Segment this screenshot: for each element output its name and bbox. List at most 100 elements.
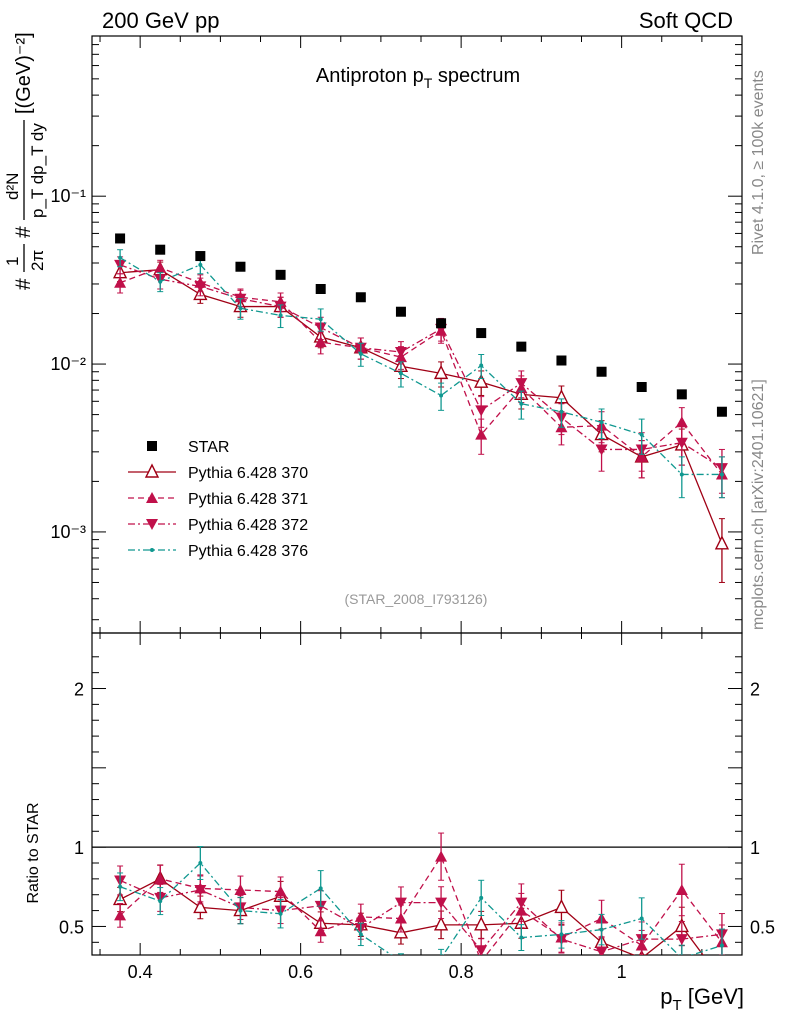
x-axis-label-sub: T — [672, 997, 681, 1014]
series-4-point — [158, 279, 163, 284]
ratio-y-axis-label: Ratio to STAR — [25, 802, 42, 903]
chart-title: Antiproton pT spectrum — [316, 65, 520, 91]
legend-label: Pythia 6.428 376 — [188, 543, 308, 560]
series-2-ratio-point — [274, 885, 287, 897]
series-0-point — [436, 318, 447, 329]
series-1-ratio-point — [193, 898, 208, 914]
series-0-point — [195, 251, 206, 262]
header-left-label: 200 GeV pp — [102, 8, 220, 33]
series-4-ratio-point — [599, 927, 604, 932]
series-4-point — [719, 472, 724, 477]
series-4-point — [679, 472, 684, 477]
chart-title-main: Antiproton p — [316, 65, 424, 87]
series-4-ratio-point — [519, 935, 524, 940]
series-4-ratio-point — [680, 956, 684, 960]
ratio-y-tick-label: 0.5 — [59, 917, 84, 937]
ratio-y-tick-label: 1 — [74, 838, 84, 858]
series-4-point — [479, 363, 484, 368]
series-0-point — [115, 233, 126, 244]
series-0-point — [155, 244, 166, 255]
series-0-point — [315, 283, 326, 294]
series-4-point — [519, 401, 524, 406]
header-right-label: Soft QCD — [638, 8, 733, 33]
series-1-point — [474, 373, 489, 388]
series-3-line — [119, 264, 723, 469]
chart-title-sub: T — [424, 75, 433, 91]
series-4-ratio-point — [559, 932, 564, 937]
series-4-ratio-point — [719, 943, 724, 948]
series-4-point — [358, 351, 363, 356]
series-2-point — [114, 276, 127, 288]
series-3-ratio-point — [675, 934, 688, 946]
y-axis-label-units: [(GeV)⁻²] — [13, 32, 35, 114]
ratio-y-tick-label-right: 1 — [750, 838, 760, 858]
series-1-ratio-line — [119, 878, 704, 955]
series-4-point — [198, 262, 203, 267]
series-3-point — [475, 405, 488, 417]
series-0-point — [395, 306, 406, 317]
series-4-point — [118, 255, 123, 260]
series-2-line — [119, 267, 723, 475]
legend-marker — [150, 548, 154, 552]
series-4-ratio-point — [439, 956, 443, 960]
series-2-ratio-line — [119, 855, 723, 955]
series-3-point — [515, 378, 528, 390]
series-2-point — [154, 261, 167, 273]
series-0-point — [716, 406, 727, 417]
ratio-y-tick-label-right: 2 — [750, 680, 760, 700]
series-4-point — [318, 317, 323, 322]
y-tick-label: 10⁻² — [50, 354, 86, 374]
ratio-plot-frame — [91, 632, 743, 956]
series-2-point — [314, 336, 327, 348]
series-4-line — [119, 257, 722, 476]
series-4-ratio-point — [399, 959, 403, 963]
y-axis-label-frac2-den: p_T dp_T dy — [28, 123, 47, 218]
axes-frames: 0.4 0.6 0.8 1 10⁻³ 10⁻² 10⁻¹ 0.5 0.5 1 1 2 2 — [50, 35, 775, 982]
legend-label: Pythia 6.428 371 — [188, 491, 308, 508]
series-4-ratio-point — [158, 899, 163, 904]
series-0-point — [676, 389, 687, 400]
series-2-ratio-point — [475, 955, 487, 966]
series-1-ratio-point — [474, 916, 489, 931]
series-1-point — [714, 535, 730, 550]
series-2-ratio-point — [114, 909, 127, 921]
x-axis-label-tail: [GeV] — [682, 984, 744, 1009]
series-1-ratio-point — [433, 916, 449, 931]
legend-marker — [147, 441, 157, 451]
analysis-id-label: (STAR_2008_I793126) — [345, 591, 488, 607]
series-0-point — [596, 366, 607, 377]
series-3-ratio-point — [475, 945, 488, 955]
chart-title-tail: spectrum — [432, 65, 520, 87]
series-4-ratio-point — [278, 911, 283, 916]
series-3-ratio-point — [194, 884, 207, 896]
series-4-ratio-point — [118, 884, 123, 889]
legend-label: STAR — [188, 439, 229, 456]
series-3-ratio-point — [435, 897, 448, 909]
series-4-ratio-line — [119, 862, 723, 955]
series-4-point — [238, 306, 243, 311]
series-4-point — [439, 393, 444, 398]
series-0-point — [275, 269, 286, 280]
main-plot-area — [112, 233, 730, 583]
series-4-ratio-point — [358, 932, 363, 937]
legend: STAR Pythia 6.428 370 Pythia 6.428 371 Pyth… — [128, 439, 308, 560]
y-axis-label-hash1: # — [12, 278, 35, 290]
ratio-plot-area — [112, 832, 728, 966]
series-0-point — [355, 292, 366, 303]
series-3-point — [194, 281, 207, 293]
legend-label: Pythia 6.428 372 — [188, 517, 308, 534]
series-4-point — [639, 432, 644, 437]
series-4-ratio-point — [198, 861, 203, 865]
series-1-line — [120, 269, 723, 545]
series-2-ratio-point — [234, 883, 247, 895]
y-axis-label-frac1-num: 1 — [3, 257, 22, 266]
series-4-point — [398, 371, 403, 376]
series-0-point — [235, 261, 246, 272]
y-axis-label-frac2-num: d²N — [3, 173, 22, 200]
legend-marker — [146, 492, 158, 503]
legend-label: Pythia 6.428 370 — [188, 465, 308, 482]
series-2-point — [475, 428, 488, 440]
ratio-y-tick-label: 2 — [74, 680, 84, 700]
x-axis-label: pT [GeV] — [660, 984, 744, 1014]
series-4-point — [278, 313, 283, 318]
